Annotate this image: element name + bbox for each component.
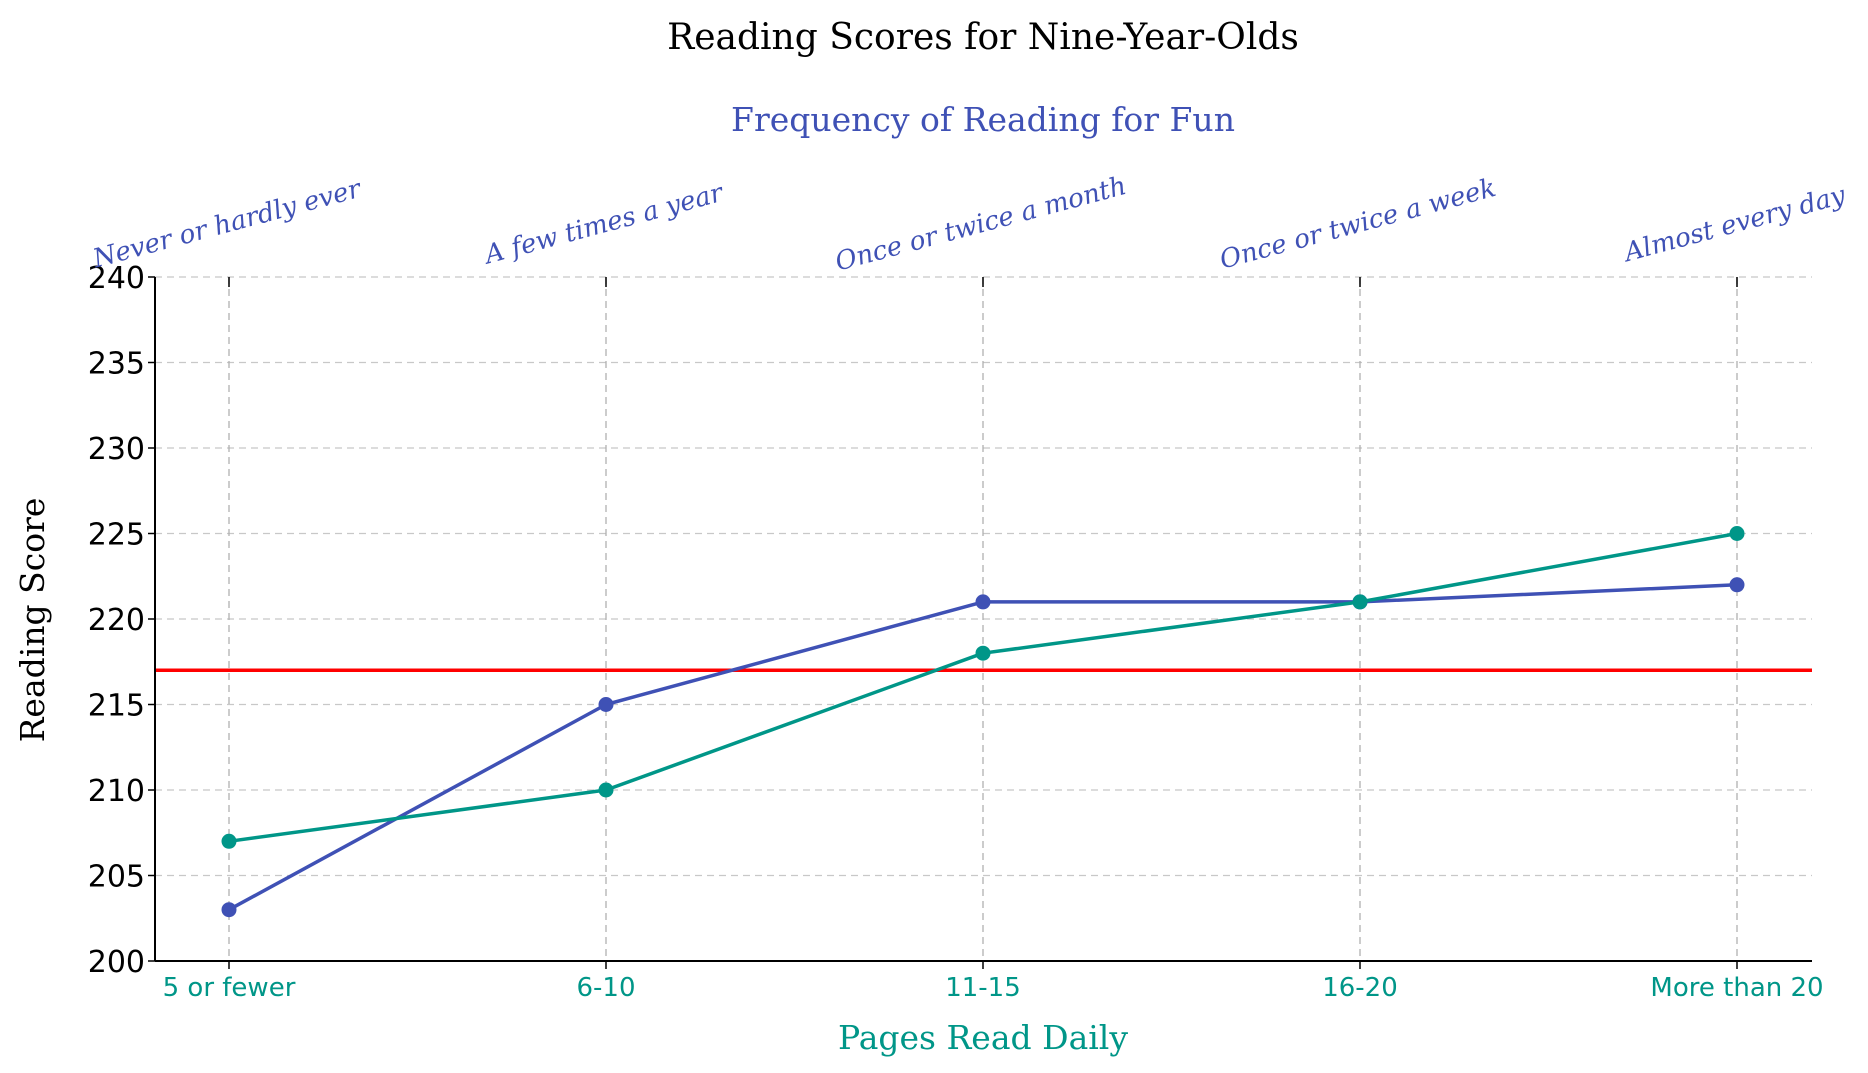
x-tick-label: 6-10 — [576, 973, 635, 1003]
y-tick-label: 210 — [88, 774, 145, 809]
x-tick-label: More than 20 — [1650, 973, 1823, 1003]
series-point — [221, 833, 237, 849]
series-point — [1352, 594, 1368, 610]
chart-title: Reading Scores for Nine-Year-Olds — [667, 17, 1299, 58]
y-tick-label: 205 — [88, 860, 145, 895]
x-tick-label: 16-20 — [1322, 973, 1398, 1003]
y-tick-label: 240 — [88, 261, 145, 296]
top-tick-label: Once or twice a week — [1217, 173, 1499, 276]
series-point — [1729, 577, 1745, 593]
x-tick-label: 5 or fewer — [163, 973, 296, 1003]
series-layer — [221, 526, 1745, 918]
tick-labels: 200 205 210 215 220 225 230 235 240 5 or fewer Nev… — [88, 171, 1849, 1003]
grid-lines — [155, 276, 1812, 961]
top-tick-label: Almost every day — [1619, 180, 1848, 268]
series-point — [975, 594, 991, 610]
y-tick-label: 215 — [88, 689, 145, 724]
series-point — [1729, 526, 1745, 541]
series-point — [221, 902, 237, 918]
x-axis-title: Pages Read Daily — [838, 1018, 1128, 1057]
top-tick-label: A few times a year — [480, 178, 728, 271]
top-tick-label: Once or twice a month — [832, 171, 1129, 278]
series-point — [598, 697, 614, 712]
series-point — [975, 645, 991, 661]
y-axis-title: Reading Score — [13, 498, 52, 743]
x-tick-label: 11-15 — [945, 973, 1021, 1003]
y-tick-label: 235 — [88, 347, 145, 382]
y-tick-label: 225 — [88, 518, 145, 553]
y-tick-label: 230 — [88, 432, 145, 467]
series-point — [598, 782, 614, 798]
y-tick-label: 200 — [88, 945, 145, 980]
top-axis-title: Frequency of Reading for Fun — [731, 100, 1235, 139]
top-tick-label: Never or hardly ever — [89, 174, 366, 275]
y-tick-label: 220 — [88, 603, 145, 638]
